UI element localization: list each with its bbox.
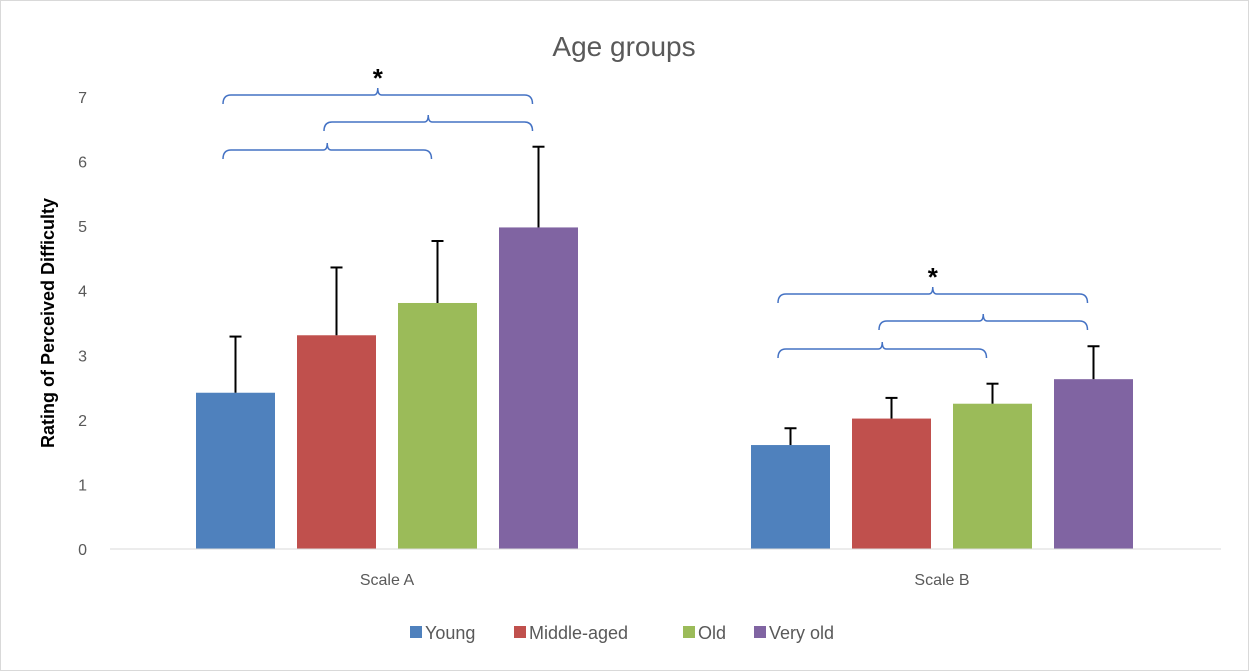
y-axis-ticks: 0 1 2 3 4 5 6 7 — [78, 90, 87, 559]
bar-young-scale-b — [751, 445, 830, 549]
significance-bracket — [777, 286, 1089, 304]
chart-title: Age groups — [552, 31, 695, 62]
y-tick-label: 0 — [78, 542, 87, 559]
bars — [196, 227, 1133, 550]
bar-old-scale-a — [398, 302, 477, 549]
y-tick-label: 6 — [78, 155, 87, 172]
legend-label: Middle-aged — [529, 623, 628, 643]
error-bars — [229, 145, 1100, 446]
significance-marker: * — [373, 63, 384, 93]
legend-swatch — [683, 626, 695, 638]
significance-bracket — [323, 114, 534, 132]
bar-middle-aged-scale-a — [297, 335, 376, 549]
significance-bracket — [878, 313, 1089, 331]
legend-swatch — [514, 626, 526, 638]
legend: Young Middle-aged Old Very old — [410, 623, 834, 643]
legend-swatch — [754, 626, 766, 638]
legend-label: Old — [698, 623, 726, 643]
y-tick-label: 1 — [78, 477, 87, 494]
bar-very-old-scale-b — [1054, 379, 1133, 549]
bar-very-old-scale-a — [499, 227, 578, 550]
significance-bracket — [222, 142, 433, 160]
y-tick-label: 2 — [78, 413, 87, 430]
y-tick-label: 3 — [78, 348, 87, 365]
category-label: Scale A — [360, 572, 415, 589]
legend-label: Young — [425, 623, 475, 643]
significance-marker: * — [928, 262, 939, 292]
significance-bracket — [222, 87, 534, 105]
bar-middle-aged-scale-b — [852, 418, 931, 549]
significance-brackets: ** — [222, 63, 1089, 359]
category-label: Scale B — [914, 572, 969, 589]
significance-bracket — [777, 341, 988, 359]
bar-young-scale-a — [196, 392, 275, 549]
y-tick-label: 7 — [78, 90, 87, 107]
y-axis-label: Rating of Perceived Difficulty — [38, 198, 58, 448]
category-labels: Scale A Scale B — [360, 572, 970, 589]
bar-old-scale-b — [953, 403, 1032, 549]
y-tick-label: 4 — [78, 284, 87, 301]
y-tick-label: 5 — [78, 219, 87, 236]
legend-label: Very old — [769, 623, 834, 643]
legend-swatch — [410, 626, 422, 638]
